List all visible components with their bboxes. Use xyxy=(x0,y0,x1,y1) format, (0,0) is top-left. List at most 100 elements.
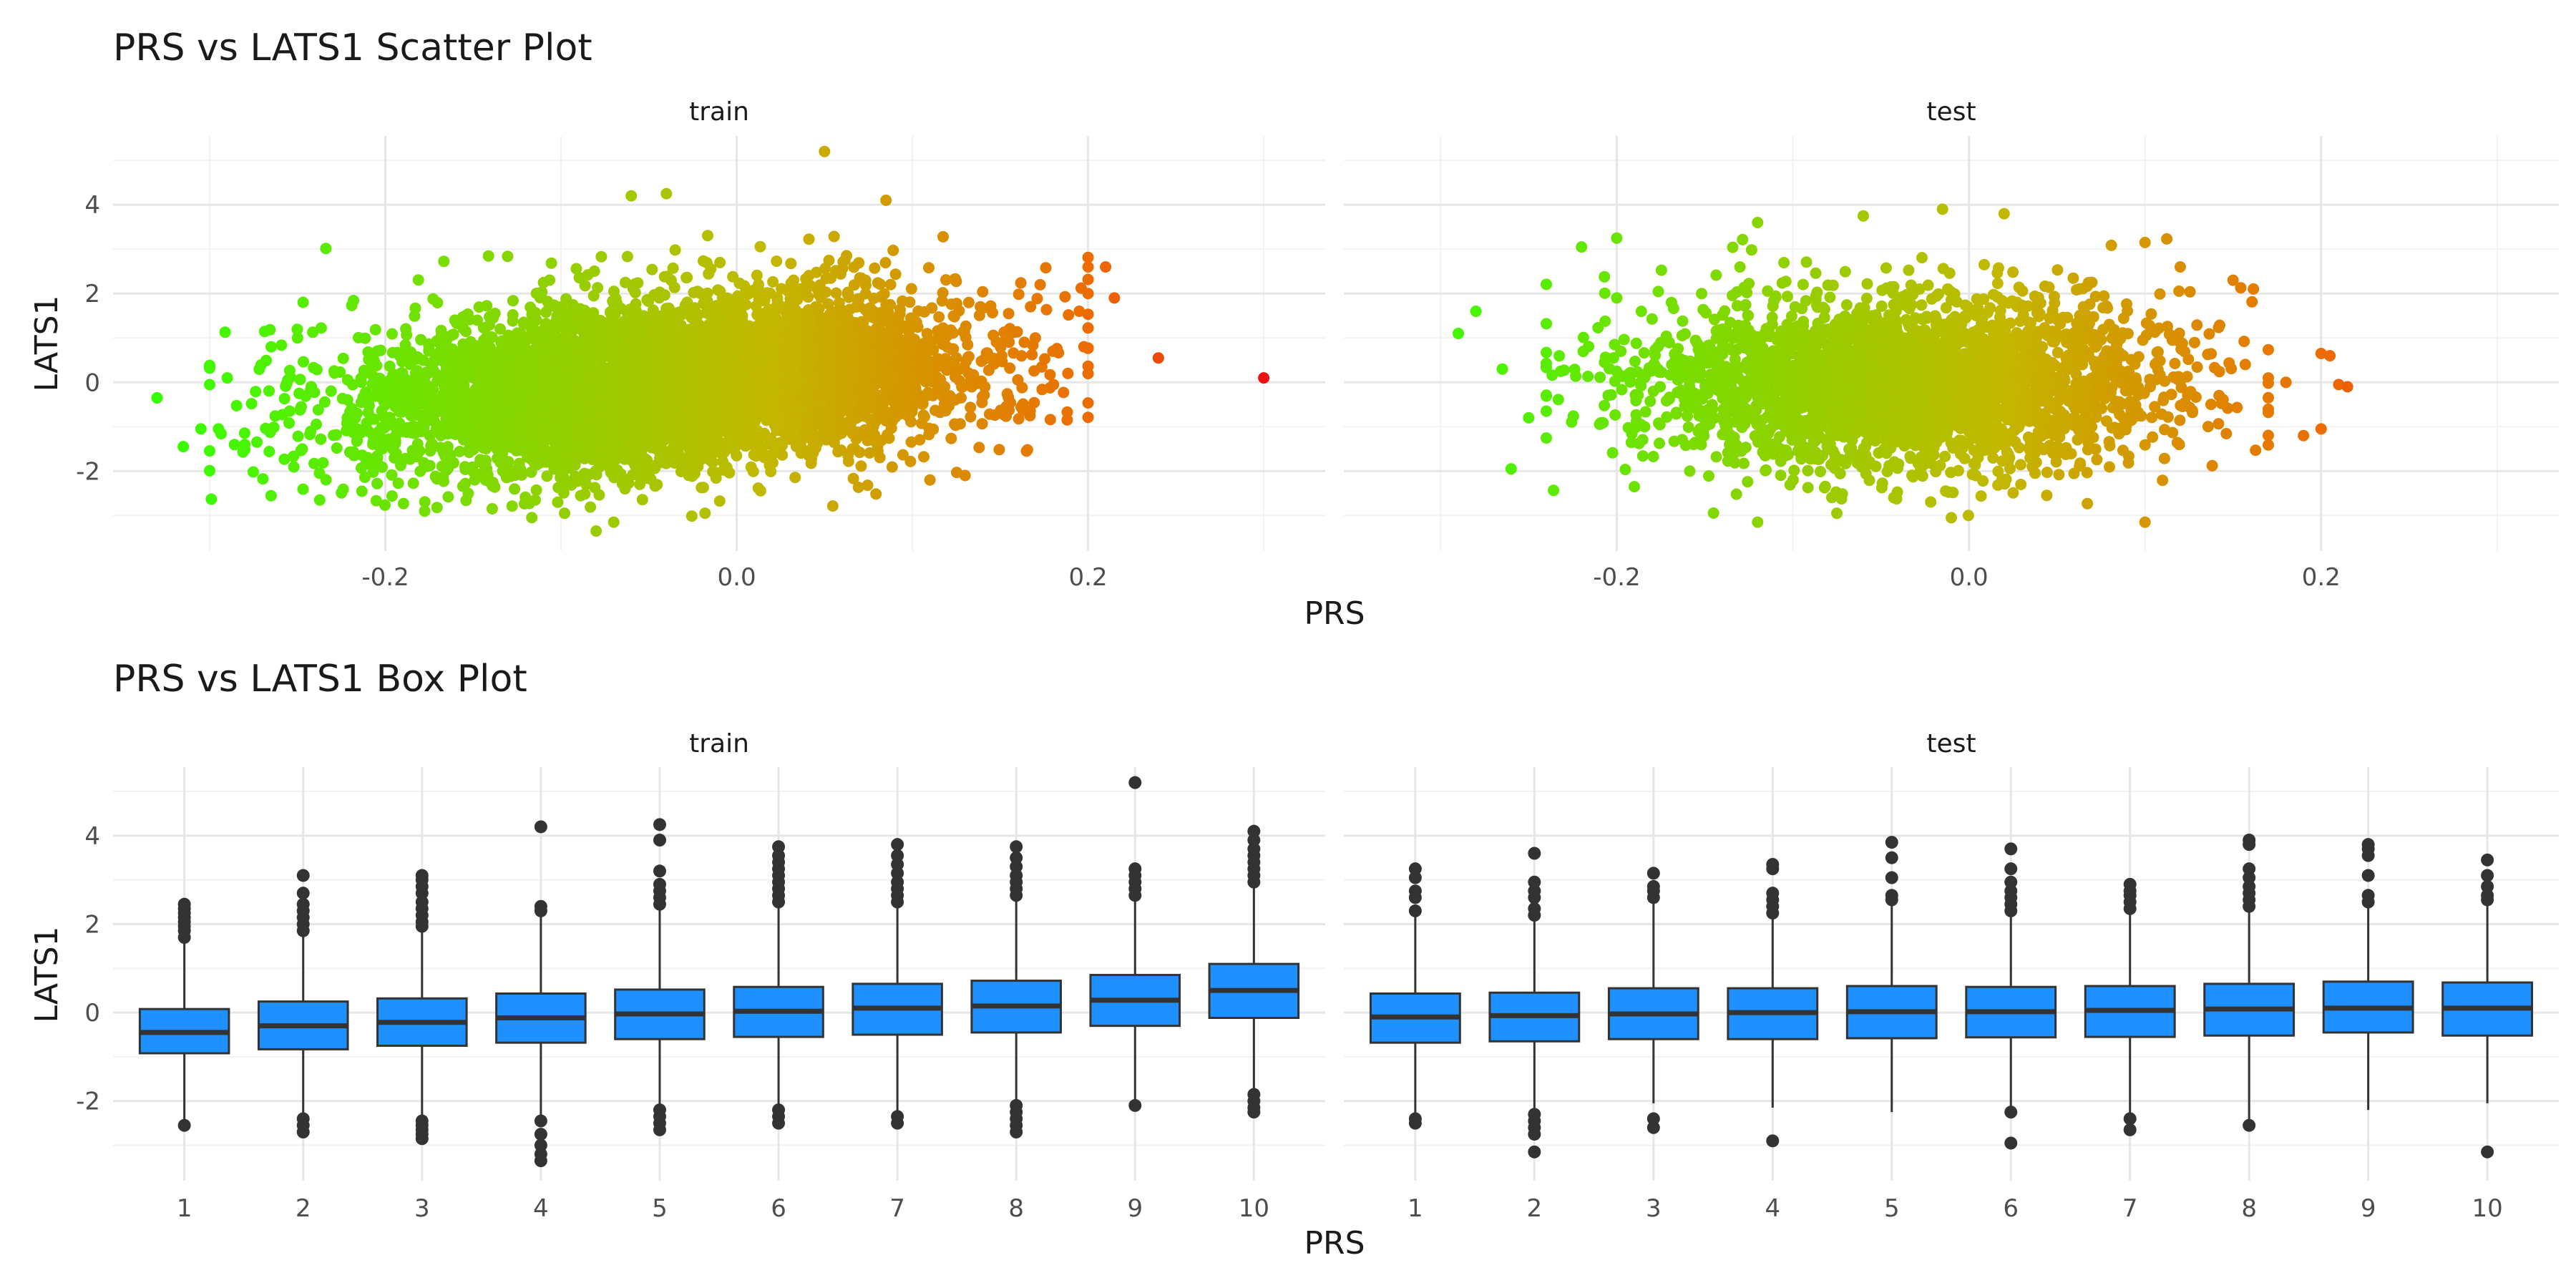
scatter-point xyxy=(1031,293,1043,305)
scatter-point xyxy=(649,480,661,492)
scatter-point xyxy=(331,442,343,454)
scatter-point xyxy=(518,316,530,328)
scatter-point xyxy=(699,507,711,519)
scatter-point xyxy=(570,263,582,275)
scatter-point xyxy=(552,496,564,508)
scatter-point xyxy=(850,433,862,445)
scatter-point xyxy=(579,488,591,500)
scatter-point xyxy=(822,333,834,346)
scatter-point xyxy=(1004,362,1016,374)
scatter-point xyxy=(1034,278,1046,291)
scatter-point xyxy=(318,396,331,408)
scatter-point xyxy=(975,301,987,313)
scatter-point xyxy=(482,250,494,262)
scatter-point xyxy=(801,429,814,441)
scatter-point xyxy=(230,399,243,411)
scatter-point xyxy=(407,477,419,489)
scatter-point xyxy=(502,250,514,263)
scatter-point xyxy=(336,487,348,499)
scatter-point xyxy=(628,441,640,453)
scatter-point xyxy=(507,295,519,307)
scatter-point xyxy=(641,294,653,306)
scatter-point xyxy=(1015,350,1028,362)
scatter-point xyxy=(384,419,396,431)
scatter-point xyxy=(292,430,304,442)
scatter-point xyxy=(275,339,288,351)
scatter-point xyxy=(702,230,713,242)
scatter-point xyxy=(654,286,665,298)
scatter-point xyxy=(985,300,997,312)
scatter-point xyxy=(667,262,679,274)
scatter-point xyxy=(714,256,726,268)
scatter-point xyxy=(767,275,779,288)
scatter-point xyxy=(526,512,538,524)
scatter-point xyxy=(950,419,962,431)
scatter-point xyxy=(1005,396,1017,409)
scatter-point xyxy=(473,301,485,313)
scatter-point xyxy=(803,233,815,245)
scatter-point xyxy=(315,322,327,334)
scatter-train-points xyxy=(151,145,1270,537)
scatter-point xyxy=(937,230,949,243)
scatter-point xyxy=(311,364,323,376)
scatter-point xyxy=(328,367,341,379)
scatter-point xyxy=(356,485,368,497)
scatter-facet-label-train: train xyxy=(689,97,749,127)
scatter-point xyxy=(842,449,854,462)
scatter-point xyxy=(204,445,215,457)
scatter-point xyxy=(1082,411,1094,424)
scatter-point xyxy=(1044,414,1056,426)
scatter-point xyxy=(506,500,518,512)
scatter-point xyxy=(864,447,876,459)
scatter-point xyxy=(962,296,975,308)
scatter-point xyxy=(841,288,854,301)
scatter-point xyxy=(328,429,340,441)
scatter-point xyxy=(265,489,277,502)
scatter-point xyxy=(304,429,316,441)
scatter-point xyxy=(753,278,764,291)
scatter-point xyxy=(820,431,832,442)
scatter-point xyxy=(1013,288,1025,301)
scatter-point xyxy=(358,472,371,483)
scatter-point xyxy=(1082,360,1094,372)
scatter-point xyxy=(371,477,384,489)
scatter-point xyxy=(886,461,898,473)
scatter-point xyxy=(1001,388,1013,400)
scatter-point xyxy=(820,273,832,285)
scatter-point xyxy=(276,409,288,421)
scatter-point xyxy=(297,296,309,308)
scatter-point xyxy=(1063,309,1075,321)
scatter-point xyxy=(718,447,730,459)
scatter-point xyxy=(1026,348,1038,361)
scatter-point xyxy=(745,461,757,473)
scatter-point xyxy=(291,323,303,336)
scatter-point xyxy=(847,472,859,484)
scatter-point xyxy=(313,494,326,506)
scatter-point xyxy=(371,345,384,357)
scatter-point xyxy=(278,393,291,405)
scatter-point xyxy=(912,305,924,317)
scatter-point xyxy=(870,488,882,500)
scatter-point xyxy=(1011,326,1023,338)
scatter-point xyxy=(411,438,424,450)
scatter-point xyxy=(965,411,977,423)
scatter-point xyxy=(731,449,743,462)
scatter-point xyxy=(356,462,367,474)
scatter-point xyxy=(238,427,250,439)
scatter-point xyxy=(839,404,851,416)
scatter-point xyxy=(379,499,391,511)
scatter-point xyxy=(788,274,799,286)
scatter-point xyxy=(422,338,434,350)
scatter-point xyxy=(768,447,780,459)
scatter-point xyxy=(308,457,320,469)
scatter-point xyxy=(589,482,601,494)
scatter-point xyxy=(753,427,766,439)
scatter-point xyxy=(419,505,431,517)
scatter-point xyxy=(359,332,371,344)
scatter-point xyxy=(391,346,404,358)
scatter-point xyxy=(545,257,557,269)
scatter-point xyxy=(965,401,977,414)
scatter-point xyxy=(431,297,444,308)
scatter-point xyxy=(384,360,396,372)
